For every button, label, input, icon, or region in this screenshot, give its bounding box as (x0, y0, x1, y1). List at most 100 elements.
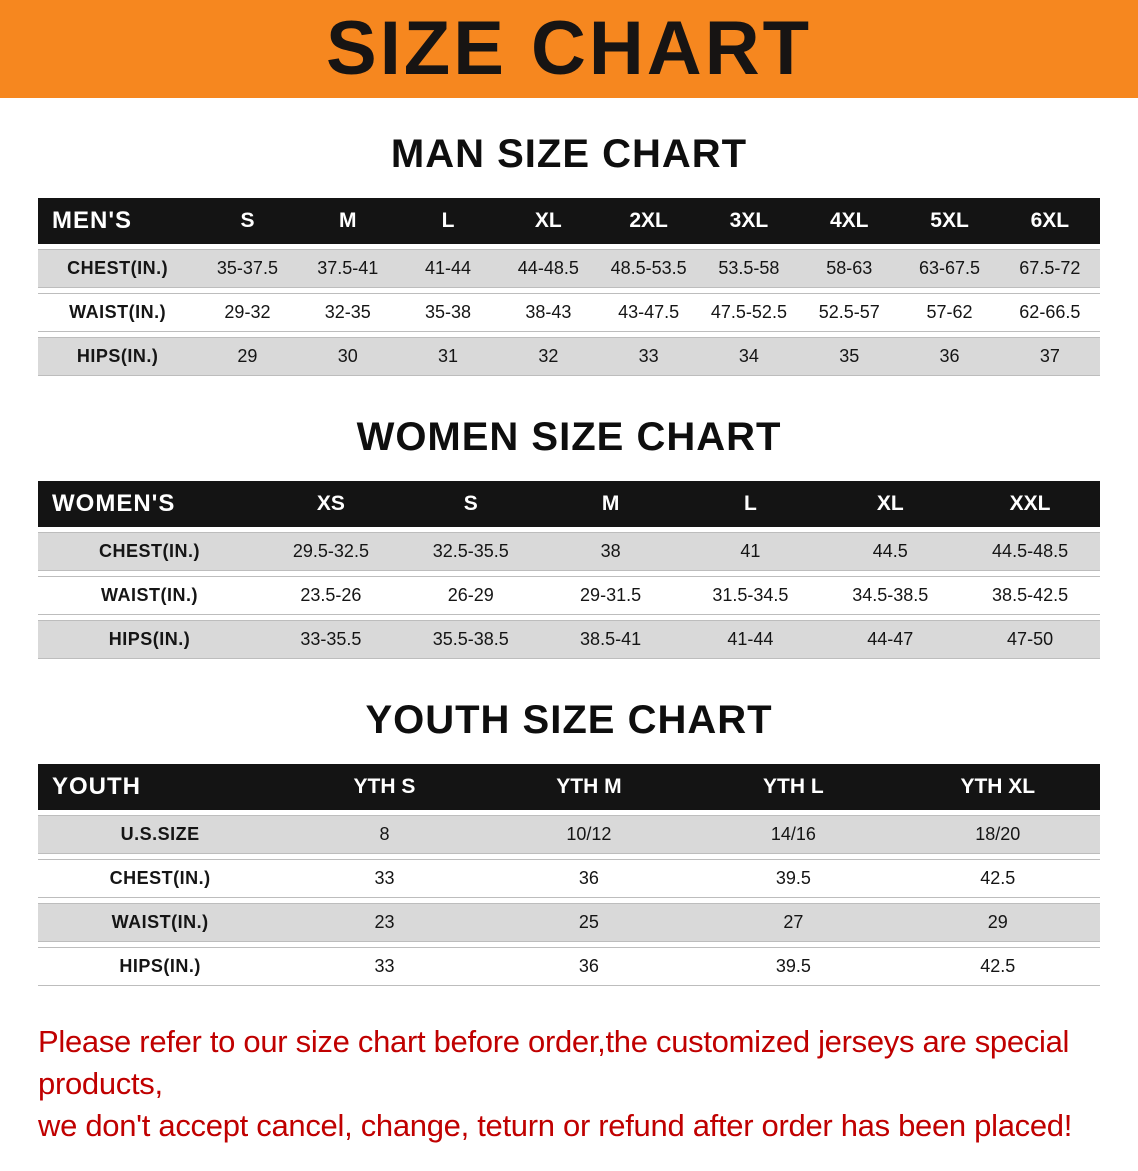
table-cell: 63-67.5 (899, 249, 1000, 288)
table-cell: 36 (486, 859, 692, 898)
table-cell: 44-48.5 (498, 249, 599, 288)
table-cell: 29-32 (197, 293, 298, 332)
table-cell: 34.5-38.5 (820, 576, 961, 615)
women-size-table-wrap: WOMEN'S XS S M L XL XXL CHEST(IN.) 29.5-32.5 32.5… (38, 476, 1100, 664)
table-cell: 52.5-57 (799, 293, 900, 332)
size-column-header: S (400, 481, 541, 527)
table-cell: 48.5-53.5 (598, 249, 699, 288)
size-column-header: 5XL (899, 198, 1000, 244)
row-label: CHEST(IN.) (38, 859, 283, 898)
size-column-header: YTH XL (895, 764, 1100, 810)
table-cell: 31 (397, 337, 499, 376)
men-size-table-wrap: MEN'S S M L XL 2XL 3XL 4XL 5XL 6XL CHEST(IN.) 35-37… (38, 193, 1100, 381)
table-cell: 35-37.5 (197, 249, 298, 288)
table-cell: 41-44 (397, 249, 499, 288)
table-cell: 36 (486, 947, 692, 986)
table-cell: 38.5-41 (540, 620, 681, 659)
table-cell: 41 (680, 532, 821, 571)
size-column-header: XS (261, 481, 401, 527)
row-label: CHEST(IN.) (38, 532, 262, 571)
table-corner-label: MEN'S (38, 198, 198, 244)
table-cell: 32.5-35.5 (400, 532, 541, 571)
men-size-chart-heading: MAN SIZE CHART (390, 132, 748, 176)
table-cell: 27 (691, 903, 896, 942)
row-label: HIPS(IN.) (38, 620, 262, 659)
table-cell: 29-31.5 (540, 576, 681, 615)
size-column-header: M (297, 198, 398, 244)
row-label: WAIST(IN.) (38, 903, 283, 942)
table-corner-label: YOUTH (38, 764, 283, 810)
table-cell: 36 (899, 337, 1000, 376)
table-cell: 26-29 (400, 576, 541, 615)
size-column-header: YTH L (691, 764, 896, 810)
table-header-row: YOUTH YTH S YTH M YTH L YTH XL (38, 764, 1100, 810)
table-cell: 10/12 (486, 815, 692, 854)
table-cell: 8 (282, 815, 487, 854)
size-column-header: XL (498, 198, 599, 244)
table-cell: 47-50 (960, 620, 1100, 659)
table-cell: 38.5-42.5 (960, 576, 1100, 615)
table-cell: 32 (498, 337, 599, 376)
youth-size-table: YOUTH YTH S YTH M YTH L YTH XL U.S.SIZE 8 10/12… (38, 759, 1100, 991)
table-row: U.S.SIZE 8 10/12 14/16 18/20 (38, 815, 1100, 854)
order-policy-line-1: Please refer to our size chart before or… (38, 1024, 1070, 1101)
table-cell: 37 (999, 337, 1100, 376)
table-row: WAIST(IN.) 29-32 32-35 35-38 38-43 43-47.5 47.… (38, 293, 1100, 332)
table-cell: 44.5 (820, 532, 961, 571)
table-cell: 47.5-52.5 (698, 293, 800, 332)
row-label: HIPS(IN.) (38, 337, 198, 376)
banner-title: SIZE CHART (326, 6, 812, 91)
men-size-table: MEN'S S M L XL 2XL 3XL 4XL 5XL 6XL CHEST(IN.) 35-37… (38, 193, 1100, 381)
size-column-header: XL (820, 481, 961, 527)
table-row: CHEST(IN.) 29.5-32.5 32.5-35.5 38 41 44.5 44.5… (38, 532, 1100, 571)
table-cell: 33-35.5 (261, 620, 401, 659)
table-cell: 29 (895, 903, 1100, 942)
table-row: HIPS(IN.) 33-35.5 35.5-38.5 38.5-41 41-44 44-… (38, 620, 1100, 659)
row-label: WAIST(IN.) (38, 576, 262, 615)
size-column-header: S (197, 198, 298, 244)
table-cell: 18/20 (895, 815, 1100, 854)
table-row: CHEST(IN.) 35-37.5 37.5-41 41-44 44-48.5 48.5… (38, 249, 1100, 288)
table-cell: 33 (598, 337, 699, 376)
table-cell: 25 (486, 903, 692, 942)
table-cell: 30 (297, 337, 398, 376)
size-column-header: 3XL (698, 198, 800, 244)
order-policy-line-2: we don't accept cancel, change, teturn o… (38, 1107, 1073, 1143)
size-chart-banner: SIZE CHART (0, 0, 1138, 98)
table-cell: 44.5-48.5 (960, 532, 1100, 571)
table-cell: 35-38 (397, 293, 499, 332)
table-row: WAIST(IN.) 23.5-26 26-29 29-31.5 31.5-34.5 34… (38, 576, 1100, 615)
table-header-row: MEN'S S M L XL 2XL 3XL 4XL 5XL 6XL (38, 198, 1100, 244)
table-cell: 57-62 (899, 293, 1000, 332)
row-label: CHEST(IN.) (38, 249, 198, 288)
size-column-header: YTH M (486, 764, 692, 810)
table-cell: 35 (799, 337, 900, 376)
table-cell: 39.5 (691, 859, 896, 898)
size-column-header: M (540, 481, 681, 527)
table-row: CHEST(IN.) 33 36 39.5 42.5 (38, 859, 1100, 898)
table-cell: 53.5-58 (698, 249, 800, 288)
table-cell: 34 (698, 337, 800, 376)
size-column-header: YTH S (282, 764, 487, 810)
table-cell: 62-66.5 (999, 293, 1100, 332)
table-row: HIPS(IN.) 33 36 39.5 42.5 (38, 947, 1100, 986)
table-cell: 38 (540, 532, 681, 571)
women-size-chart-heading: WOMEN SIZE CHART (356, 415, 782, 459)
table-cell: 42.5 (895, 947, 1100, 986)
table-cell: 14/16 (691, 815, 896, 854)
table-cell: 41-44 (680, 620, 821, 659)
row-label: U.S.SIZE (38, 815, 283, 854)
table-cell: 33 (282, 947, 487, 986)
women-size-table: WOMEN'S XS S M L XL XXL CHEST(IN.) 29.5-32.5 32.5… (38, 476, 1100, 664)
youth-size-table-wrap: YOUTH YTH S YTH M YTH L YTH XL U.S.SIZE 8 10/12… (38, 759, 1100, 991)
size-column-header: L (397, 198, 499, 244)
order-policy-note: Please refer to our size chart before or… (38, 1021, 1100, 1147)
table-cell: 67.5-72 (999, 249, 1100, 288)
table-cell: 44-47 (820, 620, 961, 659)
table-cell: 43-47.5 (598, 293, 699, 332)
table-cell: 23.5-26 (261, 576, 401, 615)
table-header-row: WOMEN'S XS S M L XL XXL (38, 481, 1100, 527)
table-cell: 37.5-41 (297, 249, 398, 288)
table-cell: 32-35 (297, 293, 398, 332)
table-row: WAIST(IN.) 23 25 27 29 (38, 903, 1100, 942)
